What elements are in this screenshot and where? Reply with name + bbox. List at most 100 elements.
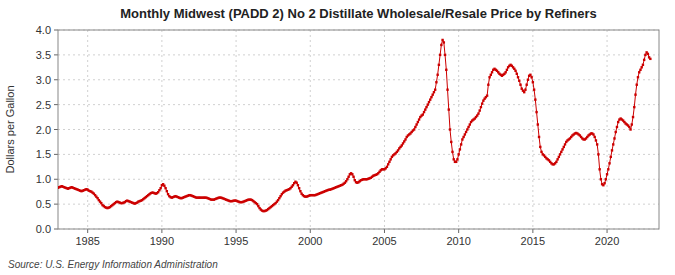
point [466,128,468,130]
x-tick-label: 2005 [372,235,396,247]
y-tick [54,129,58,130]
point [637,76,639,78]
y-axis-label: Dollars per Gallon [4,85,16,173]
point [649,58,651,60]
point [559,153,561,155]
point [532,81,534,83]
point [435,81,437,83]
x-tick-label: 2000 [298,235,322,247]
point [431,93,433,95]
x-tick-label: 1990 [150,235,174,247]
point [462,136,464,138]
point [640,66,642,68]
y-tick [54,179,58,180]
point [595,139,597,141]
y-tick-label: 3.0 [36,74,51,86]
y-tick [54,104,58,105]
point [478,109,480,111]
point [524,89,526,91]
point [417,121,419,123]
point [643,59,645,61]
y-tick-label: 3.5 [36,49,51,61]
point [456,158,458,160]
point [600,178,602,180]
point [163,185,165,187]
x-tick [532,229,533,233]
point [530,76,532,78]
point [608,162,610,164]
y-tick [54,154,58,155]
point [598,168,600,170]
point [166,190,168,192]
point [560,151,562,153]
point [518,80,520,82]
x-grid-line [607,30,608,229]
point [346,178,348,180]
point [514,70,516,72]
point [486,94,488,96]
point [418,118,420,120]
point [441,39,443,41]
price-line [58,40,650,211]
title: Monthly Midwest (PADD 2) No 2 Distillate… [120,6,597,21]
point [491,71,493,73]
point [611,149,613,151]
x-tick-label: 2015 [521,235,545,247]
point [519,84,521,86]
chart: 0.00.51.01.52.02.53.03.54.01985199019952… [0,0,675,275]
point [610,156,612,158]
y-tick-label: 2.0 [36,124,51,136]
point [631,123,633,125]
y-grid-line [58,54,659,55]
point [386,166,388,168]
point [299,190,301,192]
point [538,136,540,138]
point [644,54,646,56]
point [607,168,609,170]
point [448,108,450,110]
x-tick [310,229,311,233]
point [647,53,649,55]
point [613,137,615,139]
point [632,116,634,118]
point [430,96,432,98]
axes: 0.00.51.01.52.02.53.03.54.01985199019952… [36,24,659,247]
point [642,64,644,66]
point [415,123,417,125]
x-tick [236,229,237,233]
point [477,112,479,114]
point [450,141,452,143]
y-tick-label: 0.0 [36,223,51,235]
point [556,158,558,160]
point [445,69,447,71]
point [404,138,406,140]
point [467,126,469,128]
point [517,76,519,78]
y-tick [54,30,58,31]
point [480,106,482,108]
y-tick [54,229,58,230]
x-grid-line [161,30,162,229]
point [636,84,638,86]
point [555,161,557,163]
y-grid-line [58,179,659,180]
point [422,113,424,115]
markers [58,39,652,213]
point [539,146,541,148]
plot-frame [58,30,659,229]
plot-area [58,39,652,213]
point [446,89,448,91]
point [298,187,300,189]
x-grid-line [458,30,459,229]
point [414,126,416,128]
point [465,131,467,133]
y-tick-label: 4.0 [36,24,51,36]
point [440,44,442,46]
y-tick [54,79,58,80]
point [533,89,535,91]
point [638,71,640,73]
point [628,126,630,128]
point [413,128,415,130]
point [563,146,565,148]
point [424,108,426,110]
